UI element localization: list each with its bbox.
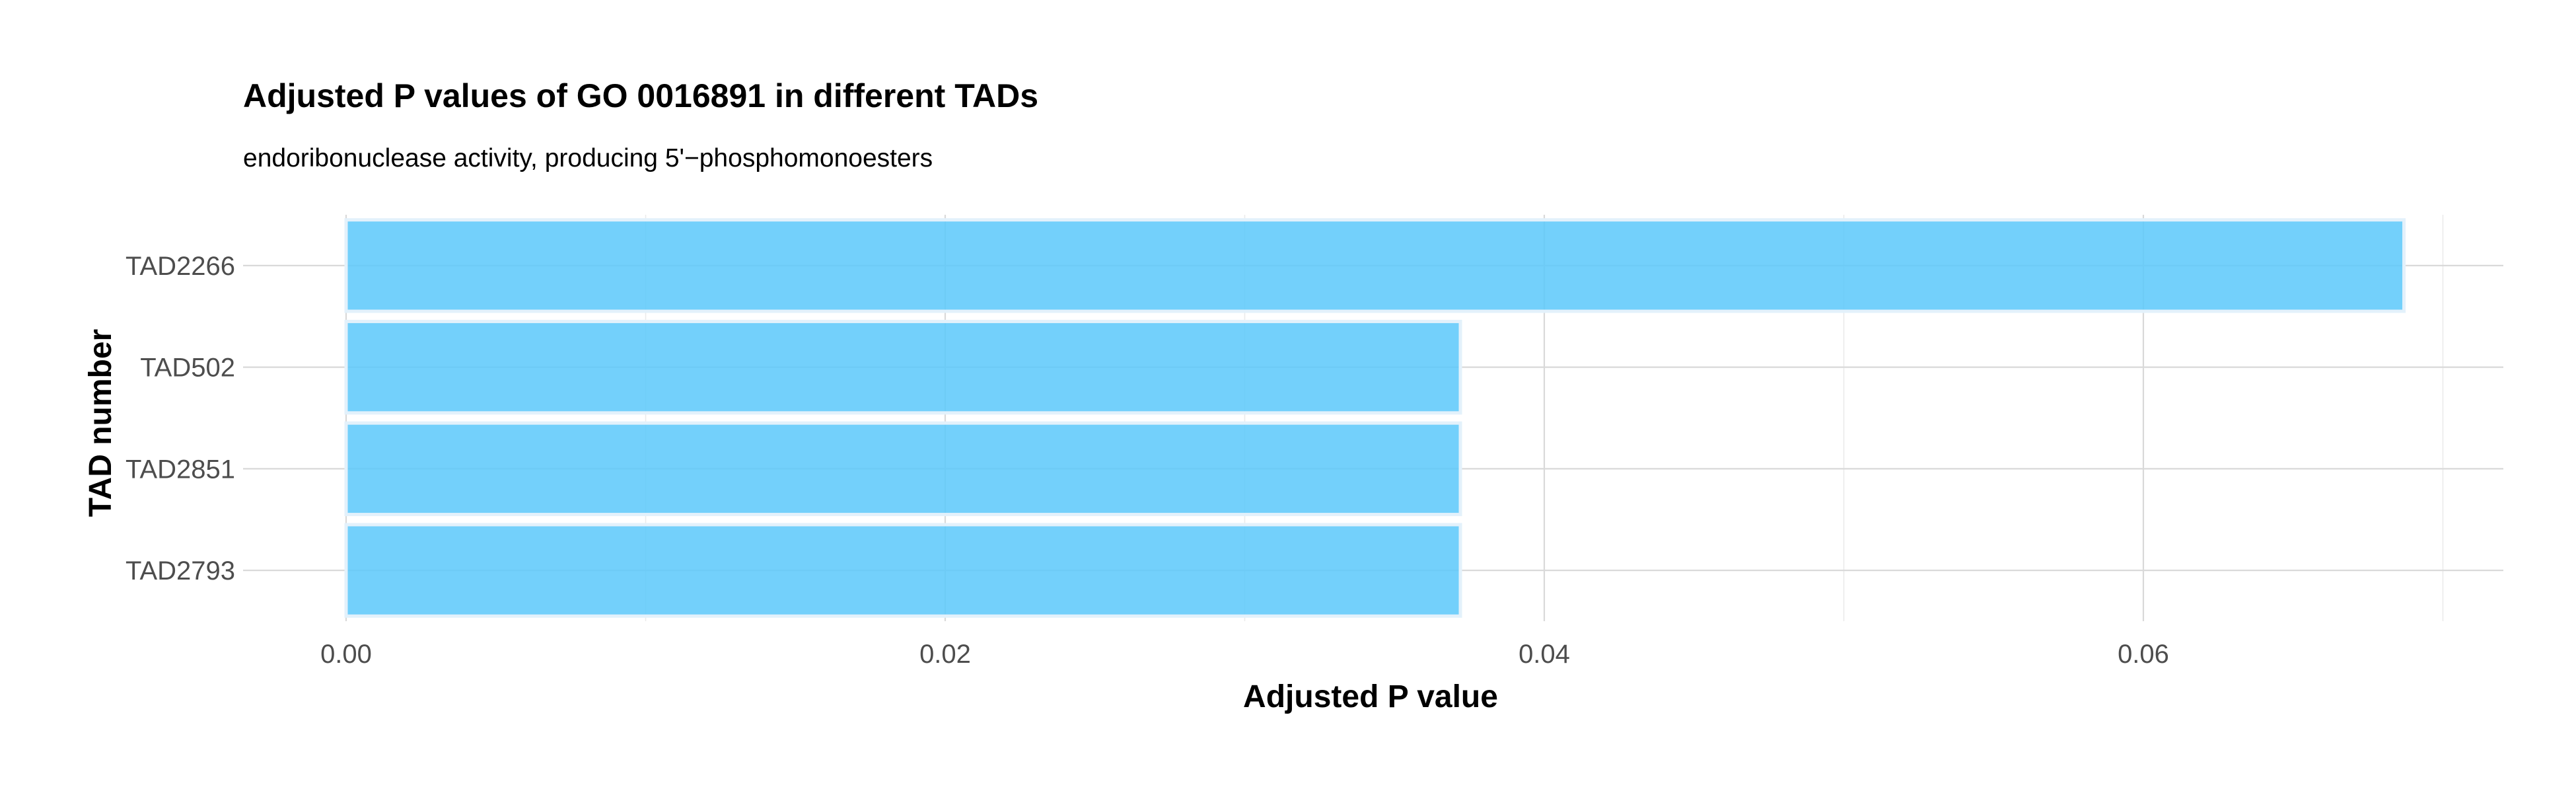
y-tick-label: TAD2851 bbox=[125, 455, 235, 484]
x-tick-labels: 0.00 0.02 0.04 0.06 bbox=[320, 640, 2169, 669]
y-tick-label: TAD2793 bbox=[125, 556, 235, 585]
bar-tad2266 bbox=[344, 218, 2406, 313]
chart-subtitle: endoribonuclease activity, producing 5'−… bbox=[243, 144, 933, 172]
x-tick-label: 0.06 bbox=[2118, 640, 2169, 669]
bar-tad2793 bbox=[344, 523, 1462, 618]
x-tick-label: 0.00 bbox=[320, 640, 372, 669]
x-tick-label: 0.04 bbox=[1519, 640, 1570, 669]
chart-title: Adjusted P values of GO 0016891 in diffe… bbox=[243, 77, 1038, 114]
y-tick-label: TAD2266 bbox=[125, 252, 235, 281]
y-tick-labels: TAD2266 TAD502 TAD2851 TAD2793 bbox=[125, 252, 235, 585]
y-tick-label: TAD502 bbox=[140, 354, 235, 383]
bar-tad502 bbox=[344, 319, 1462, 415]
bars bbox=[344, 218, 2406, 618]
x-axis-title: Adjusted P value bbox=[1243, 679, 1498, 714]
bar-tad2851 bbox=[344, 421, 1462, 517]
x-tick-label: 0.02 bbox=[919, 640, 971, 669]
y-axis-title: TAD number bbox=[83, 329, 118, 517]
